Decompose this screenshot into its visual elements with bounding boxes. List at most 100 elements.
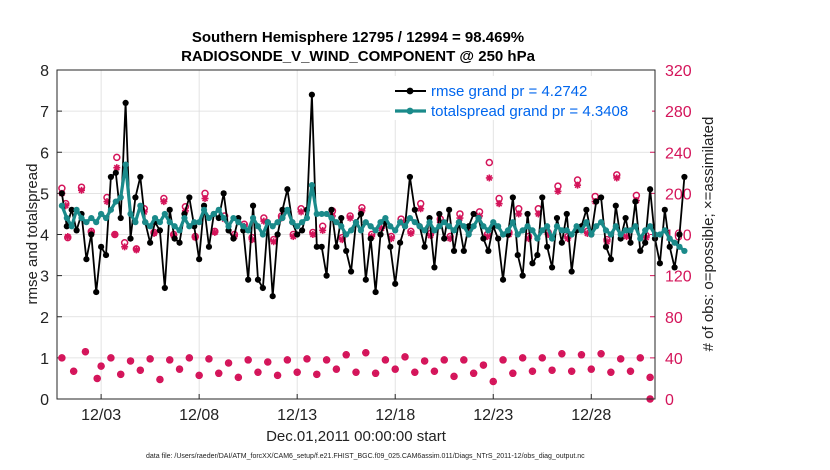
obs-assimilated-marker [362,349,370,357]
obs-assimilated-marker [554,187,562,195]
totalspread-point [166,219,173,226]
rmse-point [117,214,124,222]
obs-assimilated-marker [146,355,154,363]
chart-title-line2: RADIOSONDE_V_WIND_COMPONENT @ 250 hPa [181,48,536,65]
rmse-point [441,235,448,242]
totalspread-point [274,219,281,226]
rmse-point [661,206,668,213]
rmse-point [431,264,438,271]
totalspread-point [107,206,115,213]
totalspread-point [230,214,237,222]
rmse-point [406,173,414,181]
rmse-point [411,206,418,213]
obs-assimilated-marker [323,356,331,364]
obs-assimilated-marker [160,198,168,206]
rmse-point [196,256,203,263]
obs-assimilated-marker [479,361,487,369]
totalspread-point [406,214,414,222]
totalspread-point [612,223,619,230]
totalspread-point [475,214,482,222]
rmse-point [553,214,561,222]
rmse-point [676,231,683,238]
rmse-point [602,243,610,250]
totalspread-point [68,223,75,230]
totalspread-point [450,227,458,234]
rmse-point [249,202,257,209]
obs-assimilated-marker [274,371,282,379]
totalspread-point [269,223,276,230]
obs-assimilated-marker [78,186,86,194]
rmse-point [220,190,227,197]
totalspread-point [548,235,556,242]
totalspread-point [122,161,129,168]
obs-assimilated-marker [623,233,631,241]
totalspread-point [284,206,291,213]
totalspread-point [671,239,678,246]
rmse-point [495,235,502,242]
totalspread-point [524,223,531,230]
obs-assimilated-marker [411,368,419,376]
rmse-point [509,194,516,201]
obs-assimilated-marker [538,354,546,362]
rmse-point [176,239,183,246]
obs-assimilated-marker [117,370,125,378]
rmse-point [671,264,678,271]
rmse-point [519,272,526,279]
rmse-point [372,288,379,296]
rmse-point [666,243,673,250]
rmse-point [127,235,134,242]
obs-assimilated-marker [391,365,399,373]
rmse-point [357,210,365,218]
obs-assimilated-marker [81,348,89,356]
totalspread-point [446,223,453,230]
totalspread-point [117,194,124,201]
totalspread-point [102,214,110,222]
rmse-point [274,231,281,238]
rmse-point [514,251,521,259]
rmse-point [318,243,325,250]
totalspread-point [529,227,536,234]
totalspread-point [568,231,575,238]
totalspread-point [181,214,188,222]
totalspread-point [539,227,546,234]
obs-layer [58,153,654,403]
obs-assimilated-marker [127,357,135,365]
rmse-point [279,206,286,213]
totalspread-point [661,227,668,234]
right-tick-label: 280 [665,104,692,121]
rmse-point [122,99,129,106]
legend-label-rmse: rmse grand pr = 4.2742 [431,83,587,100]
obs-assimilated-marker [166,356,174,364]
totalspread-point [666,235,673,242]
rmse-point [597,194,605,201]
rmse-point [147,239,154,246]
rmse-point [230,235,237,242]
totalspread-point [480,223,487,230]
obs-assimilated-marker [111,231,119,238]
totalspread-point [573,223,580,230]
obs-assimilated-marker [450,372,458,380]
obs-assimilated-marker [156,375,164,383]
totalspread-point [367,223,374,230]
totalspread-point [470,223,477,230]
rmse-point [583,206,590,213]
rmse-point [387,243,394,250]
rmse-point [499,276,507,283]
obs-assimilated-marker [254,368,262,376]
totalspread-point [83,219,90,226]
obs-assimilated-marker [303,355,311,363]
totalspread-point [387,223,394,230]
obs-assimilated-marker [264,358,272,366]
rmse-point [632,198,639,205]
rmse-point [102,251,110,259]
rmse-point [436,210,443,218]
obs-assimilated-marker [646,373,654,381]
right-tick-label: 40 [665,351,683,368]
obs-assimilated-marker [558,350,566,358]
rmse-point [313,243,320,250]
totalspread-point [632,223,639,230]
totalspread-point [578,227,585,234]
rmse-point [460,247,467,255]
totalspread-point [352,219,360,226]
rmse-point [450,247,458,255]
